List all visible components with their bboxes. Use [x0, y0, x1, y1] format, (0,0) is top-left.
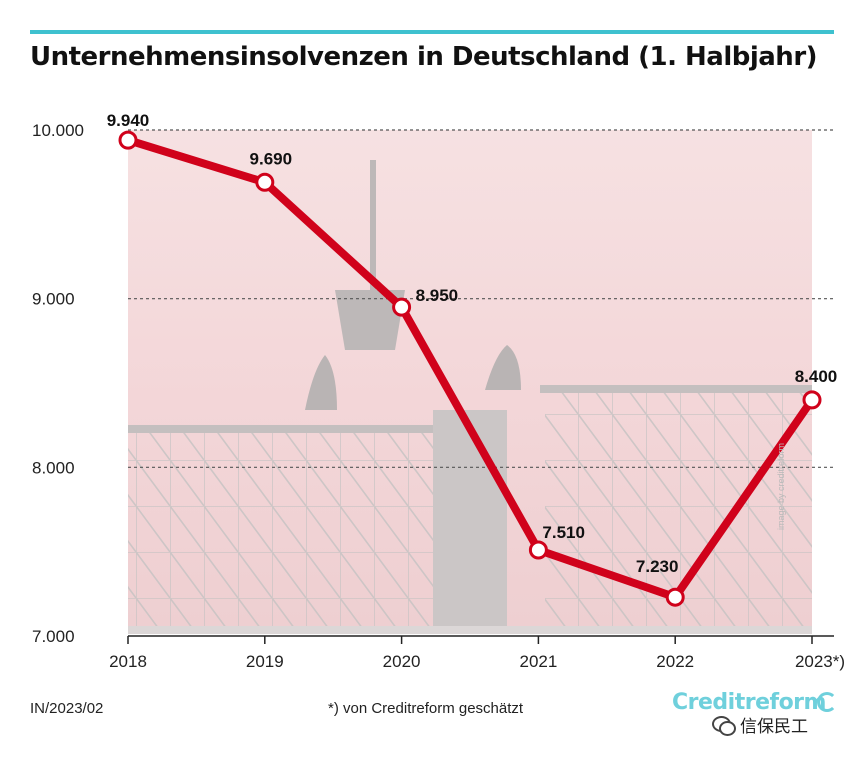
data-point [528, 540, 548, 560]
x-tick-label: 2023*) [795, 652, 845, 671]
data-label: 7.230 [636, 557, 679, 576]
data-point [802, 390, 822, 410]
data-label: 8.950 [416, 286, 459, 305]
y-tick-label: 8.000 [32, 458, 75, 477]
y-tick-label: 7.000 [32, 627, 75, 646]
source-code: IN/2023/02 [30, 700, 104, 717]
crane-cable [370, 160, 376, 290]
y-tick-label: 9.000 [32, 290, 75, 309]
line-chart: 7.000 8.000 9.000 10.000 2018 2019 2020 2021 202… [32, 111, 845, 671]
data-label: 9.690 [250, 149, 293, 168]
concrete-bucket [335, 290, 405, 350]
data-point [392, 297, 412, 317]
data-label: 9.940 [107, 111, 150, 130]
x-tick-label: 2018 [109, 652, 147, 671]
scaffold-left [128, 430, 433, 626]
x-tick-label: 2020 [383, 652, 421, 671]
worker-right [485, 345, 521, 390]
x-tick-label: 2022 [656, 652, 694, 671]
chart-title: Unternehmensinsolvenzen in Deutschland (… [30, 42, 818, 72]
accent-rule [30, 30, 834, 34]
scaffold-deck-right [540, 385, 812, 393]
x-tick-label: 2019 [246, 652, 284, 671]
creditreform-logo: Creditreform [672, 690, 826, 715]
concrete-pillar [433, 410, 507, 626]
scaffold-deck-left [128, 425, 438, 433]
data-point [118, 130, 138, 150]
footnote: *) von Creditreform geschätzt [328, 700, 524, 717]
worker-left [305, 355, 337, 410]
data-point [665, 587, 685, 607]
data-point [255, 172, 275, 192]
x-tick-label: 2021 [519, 652, 557, 671]
series-line [124, 136, 816, 602]
ground [128, 626, 812, 634]
data-label: 8.400 [795, 367, 838, 386]
data-label: 7.510 [542, 523, 585, 542]
watermark-text: 信保民工 [740, 717, 808, 736]
creditreform-logo-mark-icon [817, 692, 837, 712]
photo-credit: image by creditreform [776, 442, 786, 530]
wechat-watermark: 信保民工 [712, 712, 808, 737]
y-tick-label: 10.000 [32, 121, 84, 140]
wechat-icon [712, 715, 736, 736]
